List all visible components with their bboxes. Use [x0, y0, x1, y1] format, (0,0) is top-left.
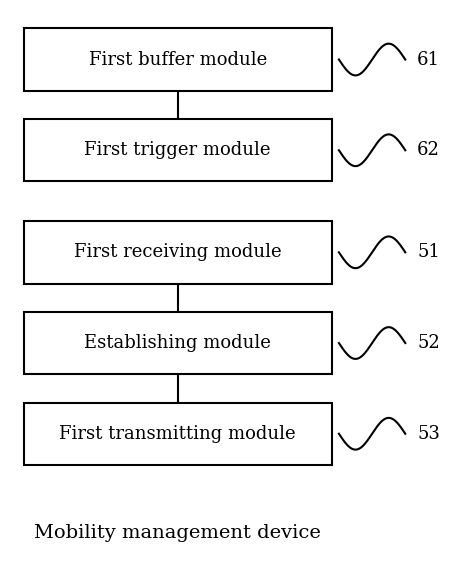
FancyBboxPatch shape	[24, 403, 332, 465]
Text: First transmitting module: First transmitting module	[59, 425, 296, 443]
Text: 62: 62	[417, 141, 440, 159]
Text: 52: 52	[417, 334, 440, 352]
FancyBboxPatch shape	[24, 28, 332, 91]
Text: First receiving module: First receiving module	[74, 243, 282, 261]
FancyBboxPatch shape	[24, 119, 332, 181]
Text: 51: 51	[417, 243, 440, 261]
Text: Mobility management device: Mobility management device	[34, 524, 321, 542]
Text: First trigger module: First trigger module	[84, 141, 271, 159]
FancyBboxPatch shape	[24, 221, 332, 284]
FancyBboxPatch shape	[24, 312, 332, 374]
Text: 53: 53	[417, 425, 440, 443]
Text: First buffer module: First buffer module	[89, 50, 267, 69]
Text: 61: 61	[417, 50, 440, 69]
Text: Establishing module: Establishing module	[84, 334, 271, 352]
